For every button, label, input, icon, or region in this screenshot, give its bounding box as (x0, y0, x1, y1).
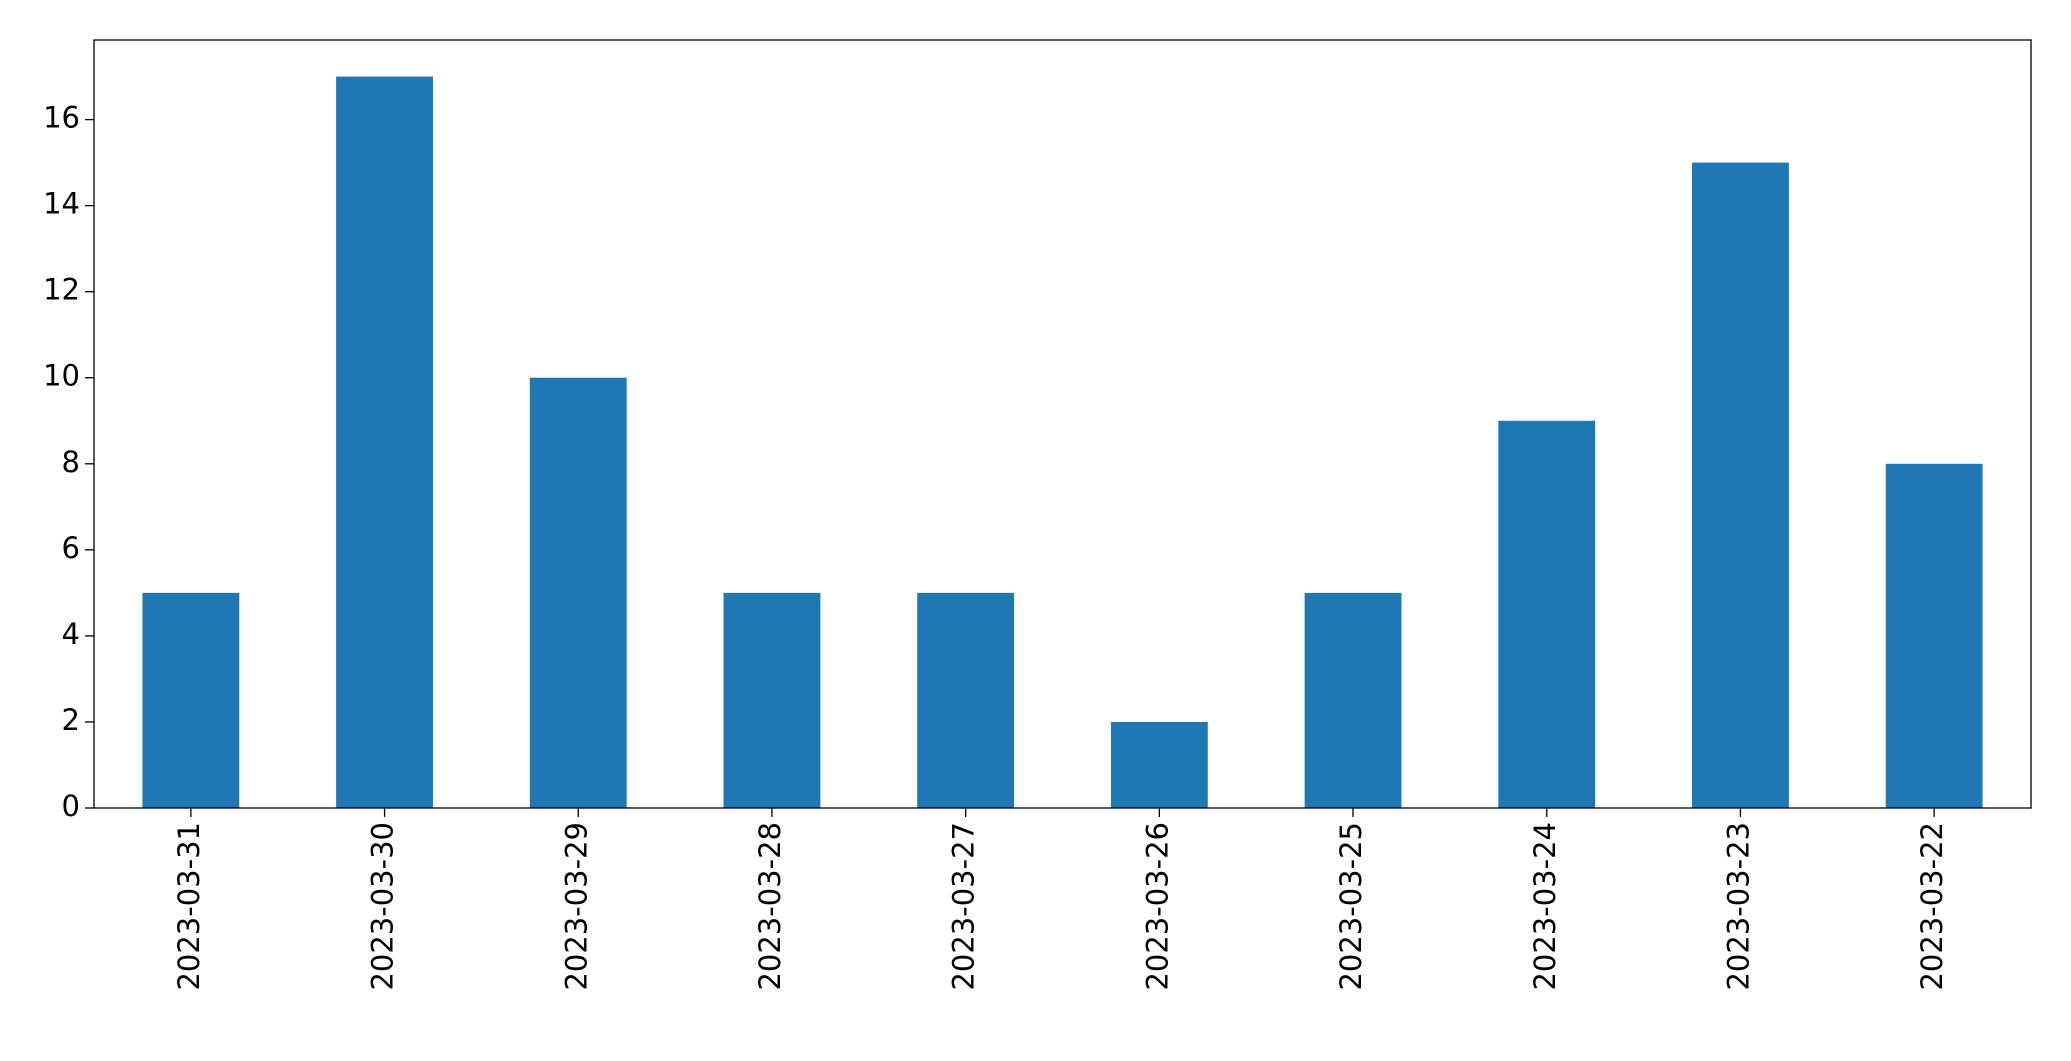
x-tick-label: 2023-03-25 (1334, 822, 1368, 991)
x-tick-label: 2023-03-26 (1140, 822, 1174, 991)
x-tick-label: 2023-03-23 (1721, 822, 1755, 991)
y-tick-label: 2 (62, 703, 80, 737)
x-tick-label: 2023-03-30 (366, 822, 400, 991)
bar (917, 592, 1015, 808)
x-tick-label: 2023-03-29 (559, 822, 593, 991)
plot-frame (93, 39, 2032, 809)
x-tick-label: 2023-03-22 (1915, 822, 1949, 991)
bar (142, 592, 240, 808)
bar (1885, 463, 1983, 808)
bar (1692, 162, 1789, 809)
bar (529, 377, 627, 808)
bar (336, 76, 433, 809)
y-tick-label: 4 (62, 617, 80, 651)
y-tick-label: 8 (62, 445, 80, 479)
y-tick-label: 16 (43, 101, 80, 135)
x-tick-label: 2023-03-27 (947, 822, 981, 991)
x-tick-label: 2023-03-24 (1528, 822, 1562, 991)
bar (1498, 420, 1596, 808)
bar (1110, 721, 1208, 808)
y-tick-label: 0 (62, 789, 80, 823)
bar (1304, 592, 1402, 808)
y-tick-label: 10 (43, 359, 80, 393)
bar (723, 592, 821, 808)
x-tick-label: 2023-03-31 (172, 822, 206, 991)
y-tick-label: 14 (43, 187, 80, 221)
y-tick-label: 6 (62, 531, 80, 565)
x-tick-label: 2023-03-28 (753, 822, 787, 991)
y-tick-label: 12 (43, 273, 80, 307)
